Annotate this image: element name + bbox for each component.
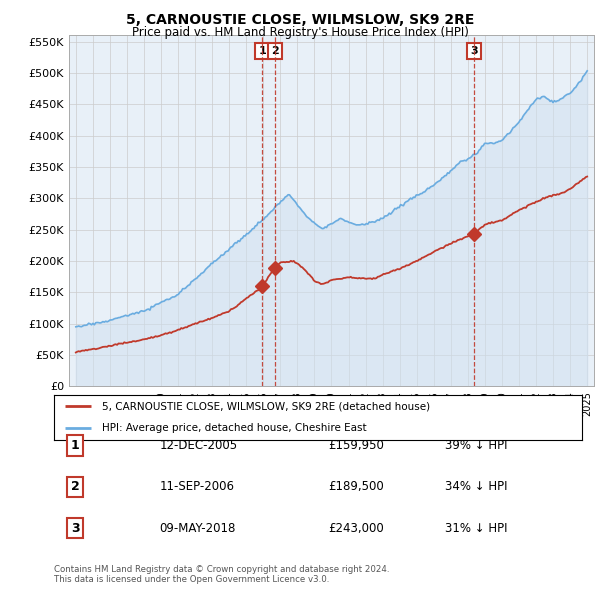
Text: 31% ↓ HPI: 31% ↓ HPI bbox=[445, 522, 507, 535]
Text: 09-MAY-2018: 09-MAY-2018 bbox=[160, 522, 236, 535]
Text: This data is licensed under the Open Government Licence v3.0.: This data is licensed under the Open Gov… bbox=[54, 575, 329, 584]
Text: 3: 3 bbox=[470, 46, 478, 56]
Text: £159,950: £159,950 bbox=[329, 439, 385, 452]
Text: 1: 1 bbox=[71, 439, 79, 452]
Text: 11-SEP-2006: 11-SEP-2006 bbox=[160, 480, 235, 493]
Text: 2: 2 bbox=[71, 480, 79, 493]
Text: 3: 3 bbox=[71, 522, 79, 535]
Text: 12-DEC-2005: 12-DEC-2005 bbox=[160, 439, 238, 452]
Text: 34% ↓ HPI: 34% ↓ HPI bbox=[445, 480, 507, 493]
Text: £243,000: £243,000 bbox=[329, 522, 385, 535]
Text: 39% ↓ HPI: 39% ↓ HPI bbox=[445, 439, 507, 452]
Text: 2: 2 bbox=[271, 46, 279, 56]
Text: Price paid vs. HM Land Registry's House Price Index (HPI): Price paid vs. HM Land Registry's House … bbox=[131, 26, 469, 39]
Text: Contains HM Land Registry data © Crown copyright and database right 2024.: Contains HM Land Registry data © Crown c… bbox=[54, 565, 389, 574]
Text: 1: 1 bbox=[259, 46, 266, 56]
Text: 5, CARNOUSTIE CLOSE, WILMSLOW, SK9 2RE (detached house): 5, CARNOUSTIE CLOSE, WILMSLOW, SK9 2RE (… bbox=[101, 401, 430, 411]
Text: HPI: Average price, detached house, Cheshire East: HPI: Average price, detached house, Ches… bbox=[101, 424, 366, 434]
Text: 5, CARNOUSTIE CLOSE, WILMSLOW, SK9 2RE: 5, CARNOUSTIE CLOSE, WILMSLOW, SK9 2RE bbox=[126, 13, 474, 27]
Text: £189,500: £189,500 bbox=[329, 480, 385, 493]
